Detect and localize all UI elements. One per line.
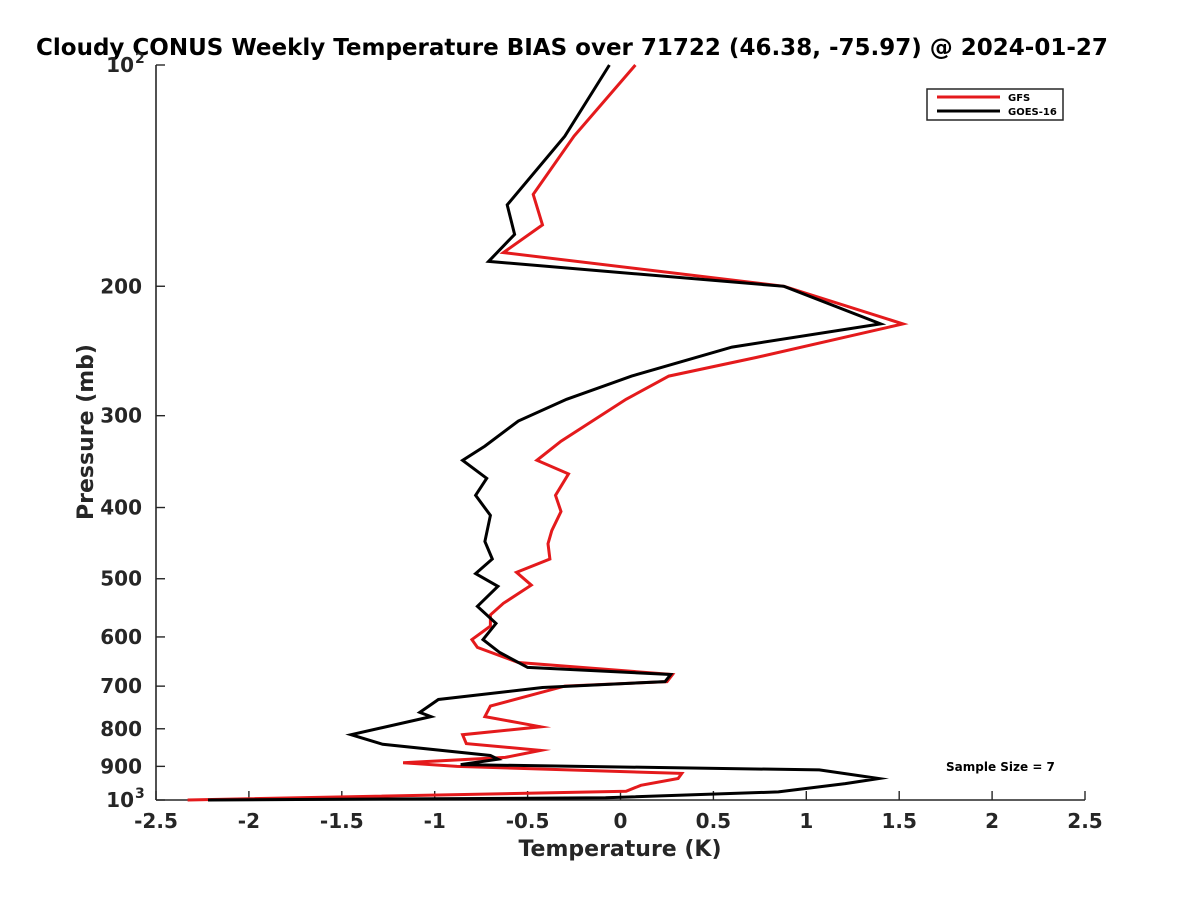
x-tick-label: -2 xyxy=(238,809,260,833)
y-axis-label: Pressure (mb) xyxy=(74,344,99,520)
y-tick-label: 900 xyxy=(100,754,142,778)
y-tick-label-exponent: 2 xyxy=(135,51,145,67)
legend-box xyxy=(926,88,1064,121)
x-tick-label: 1 xyxy=(799,809,813,833)
sample-size-annotation: Sample Size = 7 xyxy=(946,760,1055,774)
x-tick-label: -2.5 xyxy=(134,809,178,833)
chart-title: Cloudy CONUS Weekly Temperature BIAS ove… xyxy=(36,35,1108,61)
x-tick-label: 0 xyxy=(614,809,628,833)
y-tick-label-base: 10 xyxy=(106,53,134,77)
series-line-gfs xyxy=(187,64,909,802)
y-tick-label: 600 xyxy=(100,625,142,649)
y-tick-label-power: 10 2 xyxy=(106,51,145,77)
data-series xyxy=(187,64,909,802)
x-tick-label: 2.5 xyxy=(1067,809,1102,833)
y-tick-label: 800 xyxy=(100,717,142,741)
y-tick-label: 400 xyxy=(100,496,142,520)
y-tick-label-base: 10 xyxy=(106,788,134,812)
series-line-goes16 xyxy=(207,64,890,802)
x-tick-label: -0.5 xyxy=(506,809,550,833)
y-tick-label-exponent: 3 xyxy=(135,786,145,802)
x-axis-label: Temperature (K) xyxy=(518,837,721,862)
x-tick-label: -1.5 xyxy=(320,809,364,833)
x-tick-label: 0.5 xyxy=(696,809,731,833)
legend-entry-goes16: GOES-16 xyxy=(1008,107,1057,118)
x-axis-ticks: -2.5 -2 -1.5 -1 -0.5 0 0.5 1 1.5 2 2.5 xyxy=(134,791,1103,833)
plot-area: -2.5 -2 -1.5 -1 -0.5 0 0.5 1 1.5 2 2.5 10 220030040… xyxy=(100,51,1102,833)
y-tick-label: 500 xyxy=(100,567,142,591)
y-tick-label: 700 xyxy=(100,674,142,698)
x-tick-label: 1.5 xyxy=(881,809,916,833)
y-tick-label-power: 10 3 xyxy=(106,786,145,812)
x-tick-label: 2 xyxy=(985,809,999,833)
y-tick-label: 300 xyxy=(100,404,142,428)
legend-entry-gfs: GFS xyxy=(1008,93,1030,104)
legend: GFS GOES-16 xyxy=(926,88,1064,121)
x-tick-label: -1 xyxy=(424,809,446,833)
y-tick-label: 200 xyxy=(100,274,142,298)
